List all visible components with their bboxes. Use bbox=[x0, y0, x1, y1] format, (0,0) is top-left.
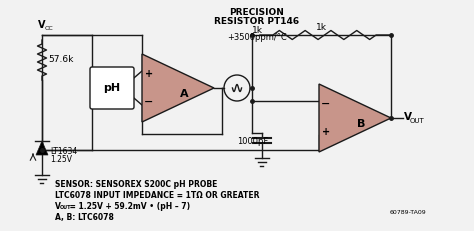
Text: +: + bbox=[145, 69, 153, 79]
Text: −: − bbox=[144, 97, 154, 107]
Text: OUT: OUT bbox=[410, 118, 425, 124]
Text: V: V bbox=[55, 202, 61, 211]
Text: RESISTOR PT146: RESISTOR PT146 bbox=[214, 17, 300, 26]
Text: OUT: OUT bbox=[60, 205, 72, 210]
Text: 57.6k: 57.6k bbox=[48, 55, 73, 64]
Text: +: + bbox=[322, 127, 330, 137]
Text: LT1634: LT1634 bbox=[50, 148, 77, 156]
Text: SENSOR: SENSOREX S200C pH PROBE: SENSOR: SENSOREX S200C pH PROBE bbox=[55, 180, 218, 189]
Text: LTC6078 INPUT IMPEDANCE = 1TΩ OR GREATER: LTC6078 INPUT IMPEDANCE = 1TΩ OR GREATER bbox=[55, 191, 259, 200]
Text: −: − bbox=[321, 99, 331, 109]
Text: 1k: 1k bbox=[252, 26, 263, 35]
Polygon shape bbox=[36, 141, 48, 155]
Text: 1.25V: 1.25V bbox=[50, 155, 72, 164]
Polygon shape bbox=[319, 84, 391, 152]
Text: = 1.25V + 59.2mV • (pH – 7): = 1.25V + 59.2mV • (pH – 7) bbox=[67, 202, 190, 211]
Text: V: V bbox=[38, 20, 46, 30]
Polygon shape bbox=[142, 54, 214, 122]
Text: V: V bbox=[404, 112, 412, 122]
Text: A, B: LTC6078: A, B: LTC6078 bbox=[55, 213, 114, 222]
Text: CC: CC bbox=[45, 25, 54, 30]
Text: 1000pF: 1000pF bbox=[237, 137, 268, 146]
Text: B: B bbox=[357, 119, 365, 129]
Text: A: A bbox=[180, 89, 188, 99]
Text: 60789-TA09: 60789-TA09 bbox=[390, 210, 427, 215]
Text: 1k: 1k bbox=[316, 24, 327, 33]
Text: pH: pH bbox=[103, 83, 120, 93]
Text: +3500ppm/°C: +3500ppm/°C bbox=[227, 33, 287, 42]
FancyBboxPatch shape bbox=[90, 67, 134, 109]
Text: PRECISION: PRECISION bbox=[229, 8, 284, 17]
